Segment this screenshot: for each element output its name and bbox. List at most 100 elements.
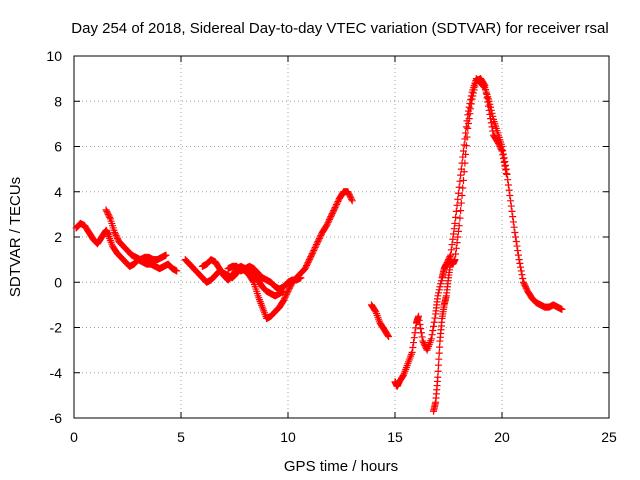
data-point [102, 206, 110, 214]
data-point [312, 242, 320, 250]
data-point [104, 209, 112, 217]
data-point [510, 223, 518, 231]
data-point [411, 329, 419, 337]
data-point [486, 110, 494, 118]
data-point [481, 81, 489, 89]
data-point [384, 331, 392, 339]
x-tick-label: 25 [601, 429, 617, 445]
data-point [506, 192, 514, 200]
data-point [427, 335, 435, 343]
data-points [72, 75, 566, 415]
data-point [114, 235, 122, 243]
data-point [485, 106, 493, 114]
data-point [331, 204, 339, 212]
data-point [453, 201, 461, 209]
x-tick-label: 20 [494, 429, 510, 445]
data-point [313, 241, 321, 249]
y-tick-label: -4 [50, 365, 63, 381]
data-point [307, 253, 315, 261]
x-axis-label: GPS time / hours [284, 458, 398, 475]
data-point [437, 277, 445, 285]
y-tick-label: -2 [50, 320, 63, 336]
data-point [416, 320, 424, 328]
data-point [330, 205, 338, 213]
data-point [105, 212, 113, 220]
data-point [435, 349, 443, 357]
x-tick-label: 15 [387, 429, 403, 445]
data-point [454, 195, 462, 203]
data-point [507, 197, 515, 205]
data-point [522, 283, 530, 291]
data-point [409, 343, 417, 351]
data-point [345, 189, 353, 197]
data-point [419, 337, 427, 345]
data-point [281, 293, 289, 301]
data-point [471, 83, 479, 91]
data-point [346, 192, 354, 200]
data-point [468, 95, 476, 103]
data-point [103, 207, 111, 215]
data-point [518, 271, 526, 279]
data-point [347, 195, 355, 203]
data-point [417, 325, 425, 333]
data-point [449, 230, 457, 238]
data-point [325, 216, 333, 224]
data-point [435, 286, 443, 294]
data-point [113, 233, 121, 241]
data-point [502, 166, 510, 174]
data-point [454, 227, 462, 235]
data-point [504, 181, 512, 189]
data-point [412, 324, 420, 332]
data-point [457, 199, 465, 207]
data-point [436, 283, 444, 291]
data-point [452, 213, 460, 221]
y-tick-label: 2 [54, 229, 62, 245]
data-point [519, 274, 527, 282]
data-point [464, 119, 472, 127]
data-point [487, 115, 495, 123]
data-point [509, 213, 517, 221]
data-point [507, 202, 515, 210]
data-point [437, 280, 445, 288]
data-point [460, 168, 468, 176]
data-point [334, 198, 342, 206]
data-point [435, 361, 443, 369]
data-point [480, 80, 488, 88]
data-point [308, 251, 316, 259]
data-point [455, 183, 463, 191]
data-point [512, 233, 520, 241]
data-point [303, 262, 311, 270]
data-point [410, 339, 418, 347]
chart-title: Day 254 of 2018, Sidereal Day-to-day VTE… [71, 20, 608, 37]
data-point [514, 251, 522, 259]
data-point [519, 278, 527, 286]
data-point [282, 292, 290, 300]
data-point [385, 333, 393, 341]
data-point [399, 372, 407, 380]
data-point [452, 207, 460, 215]
data-point [311, 244, 319, 252]
data-point [326, 214, 334, 222]
data-point [497, 146, 505, 154]
data-point [472, 80, 480, 88]
data-point [324, 219, 332, 227]
y-tick-label: 8 [54, 93, 62, 109]
data-point [467, 96, 475, 104]
data-point [509, 218, 517, 226]
data-point [450, 225, 458, 233]
x-tick-labels: 0 5 10 15 20 25 [70, 429, 617, 445]
data-point [453, 239, 461, 247]
data-point [344, 188, 352, 196]
data-point [517, 263, 525, 271]
data-point [313, 239, 321, 247]
data-point [415, 316, 423, 324]
data-point [521, 281, 529, 289]
data-point [330, 207, 338, 215]
data-point [428, 331, 436, 339]
data-point [323, 220, 331, 228]
data-point [431, 314, 439, 322]
data-point [327, 213, 335, 221]
data-point [371, 307, 379, 315]
data-point [304, 259, 312, 267]
data-point [447, 246, 455, 254]
